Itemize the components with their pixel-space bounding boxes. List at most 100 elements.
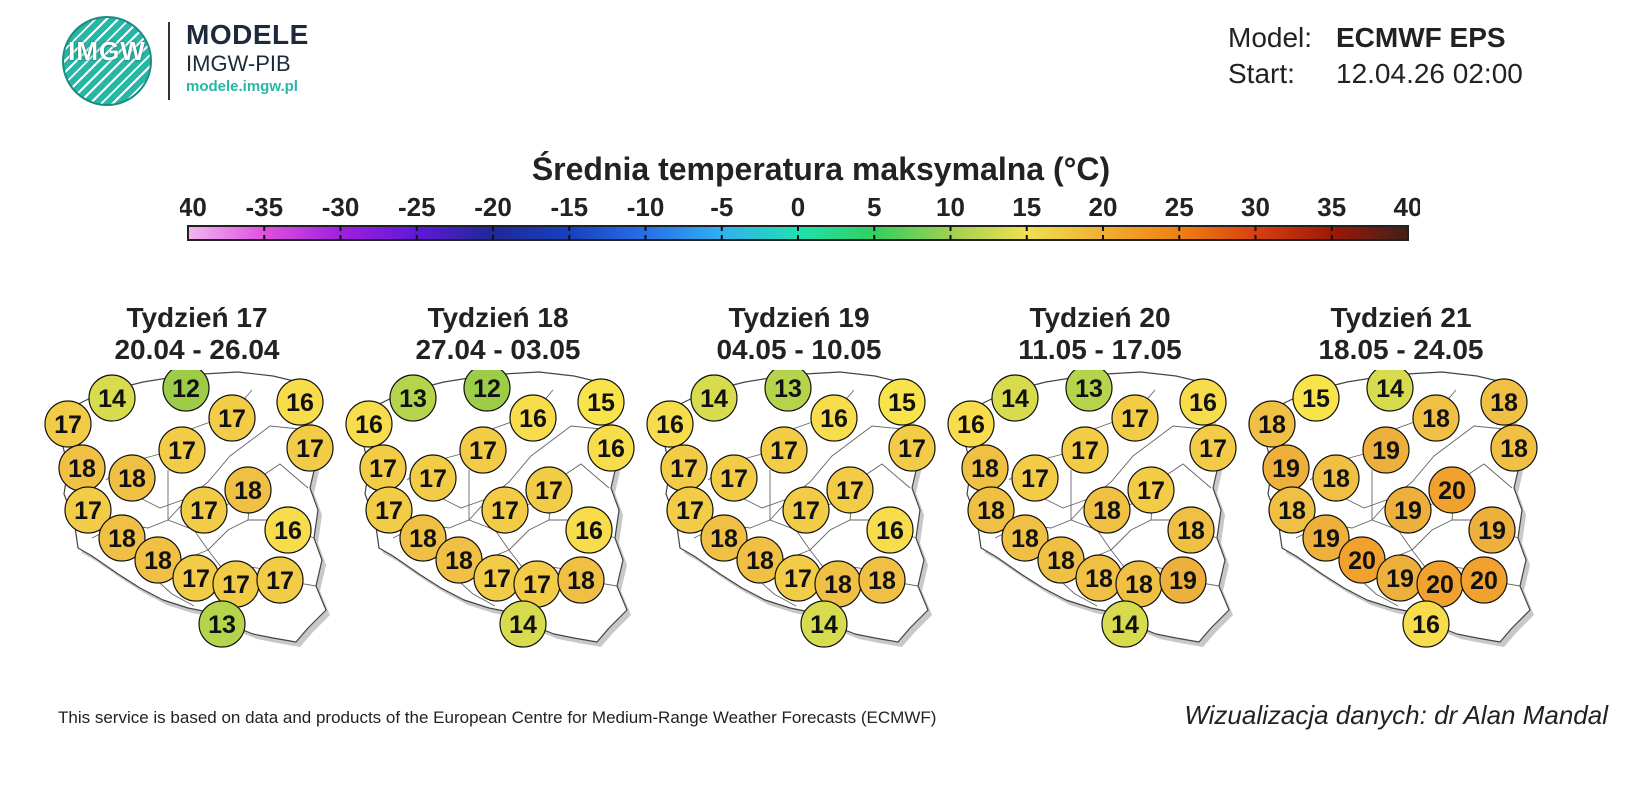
week-label: Tydzień 19 [728,302,870,333]
temperature-value: 17 [419,465,447,493]
temperature-value: 19 [1272,455,1300,483]
temperature-marker [1460,556,1508,604]
temperature-marker [180,486,228,534]
temperature-marker [399,514,447,562]
week-dates: 20.04 - 26.04 [114,334,280,365]
ecmwf-source-note: This service is based on data and produc… [58,708,937,727]
temperature-value: 18 [1085,565,1113,593]
temperature-marker [646,400,694,448]
temperature-value: 18 [1093,497,1121,525]
colorbar-tick-label: -10 [627,196,665,222]
temperature-value: 16 [1189,389,1217,417]
temperature-value: 18 [971,455,999,483]
model-label: Model: [1228,22,1313,53]
model-info: Model: ECMWF EPS Start: 12.04.26 02:00 [1228,20,1608,92]
temperature-value: 18 [118,465,146,493]
temperature-value: 18 [1177,517,1205,545]
temperature-value: 14 [98,385,126,413]
temperature-value: 14 [810,611,838,639]
start-row: Start: 12.04.26 02:00 [1228,56,1608,92]
start-label: Start: [1228,58,1295,89]
colorbar-tick-label: 40 [1394,196,1420,222]
temperature-marker [1490,424,1538,472]
temperature-marker [991,374,1039,422]
temperature-value: 17 [523,571,551,599]
temperature-value: 18 [1278,497,1306,525]
temperature-value: 16 [597,435,625,463]
logo-title: MODELE [186,19,309,50]
temperature-value: 18 [1011,525,1039,553]
temperature-value: 18 [68,455,96,483]
week-label: Tydzień 20 [1029,302,1171,333]
temperature-marker [700,514,748,562]
temperature-marker [481,486,529,534]
week-dates: 04.05 - 10.05 [716,334,882,365]
colorbar-tick-label: 25 [1165,196,1194,222]
temperature-marker [158,426,206,474]
temperature-value: 17 [54,411,82,439]
page-title: Średnia temperatura maksymalna (°C) [531,151,1111,187]
temperature-value: 14 [1001,385,1029,413]
temperature-value: 18 [977,497,1005,525]
temperature-marker [389,374,437,422]
temperature-marker [577,378,625,426]
temperature-marker [1384,486,1432,534]
temperature-marker [1302,514,1350,562]
temperature-marker [1428,466,1476,514]
temperature-marker [764,370,812,412]
temperature-marker [666,486,714,534]
temperature-marker [557,556,605,604]
temperature-marker [345,400,393,448]
start-value: 12.04.26 02:00 [1336,58,1523,89]
temperature-marker [1179,378,1227,426]
temperature-marker [276,378,324,426]
temperature-marker [1101,600,1149,648]
temperature-value: 17 [483,565,511,593]
temperature-marker [525,466,573,514]
temperature-value: 18 [234,477,262,505]
temperature-marker [208,394,256,442]
temperature-colorbar: -40 -35 -30 -25 -20 -15 -10 -5 0 5 10 15 20 25 30 35 40 [180,196,1420,241]
imgw-logo-emblem: IMGW [62,16,152,106]
temperature-value: 17 [784,565,812,593]
temperature-value: 17 [469,437,497,465]
temperature-marker [88,374,136,422]
temperature-marker [286,424,334,472]
logo-mark: IMGW [68,36,146,66]
temperature-marker [162,370,210,412]
temperature-marker [98,514,146,562]
temperature-marker [587,424,635,472]
temperature-value: 17 [1021,465,1049,493]
colorbar-tick-label: -25 [398,196,436,222]
temperature-value: 17 [1121,405,1149,433]
temperature-value: 13 [774,375,802,403]
temperature-marker [1468,506,1516,554]
temperature-value: 18 [824,571,852,599]
temperature-value: 18 [445,547,473,575]
temperature-marker [1159,556,1207,604]
temperature-value: 17 [222,571,250,599]
temperature-value: 15 [888,389,916,417]
temperature-value: 19 [1312,525,1340,553]
temperature-value: 17 [375,497,403,525]
temperature-marker [108,454,156,502]
temperature-value: 18 [1422,405,1450,433]
logo-divider [168,22,170,100]
colorbar-tick-label: 10 [936,196,965,222]
temperature-marker [1362,426,1410,474]
week-dates: 11.05 - 17.05 [1018,334,1182,365]
temperature-marker [1366,370,1414,412]
temperature-value: 16 [519,405,547,433]
temperature-value: 17 [190,497,218,525]
temperature-marker [64,486,112,534]
temperature-value: 19 [1394,497,1422,525]
colorbar-tick-label: 30 [1241,196,1270,222]
temperature-marker [800,600,848,648]
temperature-value: 16 [575,517,603,545]
temperature-marker [866,506,914,554]
temperature-value: 18 [1125,571,1153,599]
